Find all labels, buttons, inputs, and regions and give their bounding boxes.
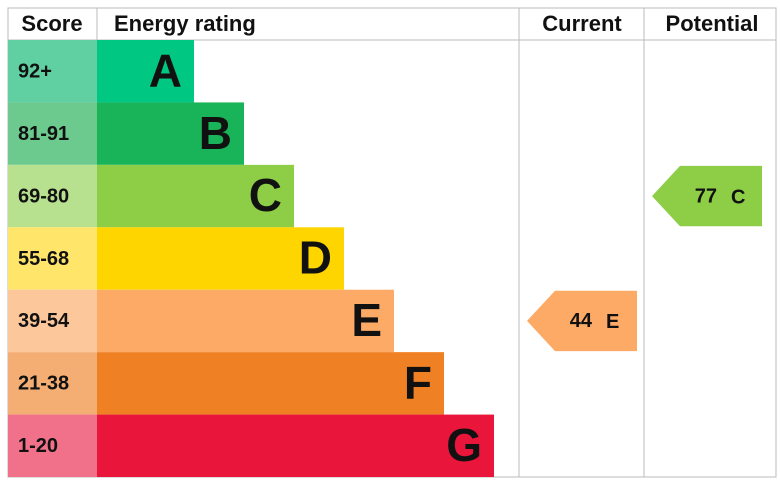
current-arrow: [527, 290, 637, 352]
score-range: 55-68: [18, 248, 69, 270]
score-cell: [8, 164, 97, 228]
score-range: 81-91: [18, 123, 69, 145]
header-potential: Potential: [666, 11, 759, 36]
potential-letter: C: [731, 186, 745, 208]
score-range: 21-38: [18, 373, 69, 395]
rating-bar: [97, 102, 244, 165]
score-cell: [8, 352, 97, 415]
rating-bar: [97, 40, 194, 103]
rating-letter: B: [199, 107, 232, 159]
potential-value: 77: [695, 185, 717, 207]
score-range: 92+: [18, 60, 52, 82]
score-range: 69-80: [18, 185, 69, 207]
rating-letter: A: [149, 44, 182, 96]
header-rating: Energy rating: [114, 11, 256, 36]
rating-bar: [97, 227, 344, 290]
rating-bar: [97, 289, 394, 353]
rating-letter: F: [404, 357, 432, 409]
rating-letter: E: [351, 294, 382, 346]
rating-bar: [97, 414, 494, 478]
score-range: 39-54: [18, 310, 70, 332]
score-cell: [8, 227, 97, 290]
rating-bar: [97, 352, 444, 415]
potential-arrow: [652, 165, 762, 227]
score-cell: [8, 289, 97, 353]
current-value: 44: [570, 310, 593, 332]
header-score: Score: [21, 11, 82, 36]
rating-letter: D: [299, 232, 332, 284]
score-cell: [8, 102, 97, 165]
score-range: 1-20: [18, 435, 58, 457]
score-cell: [8, 414, 97, 478]
rating-bar: [97, 164, 294, 228]
current-letter: E: [606, 311, 619, 333]
header-current: Current: [542, 11, 622, 36]
rating-letter: G: [446, 419, 482, 471]
score-cell: [8, 40, 97, 103]
rating-letter: C: [249, 169, 282, 221]
